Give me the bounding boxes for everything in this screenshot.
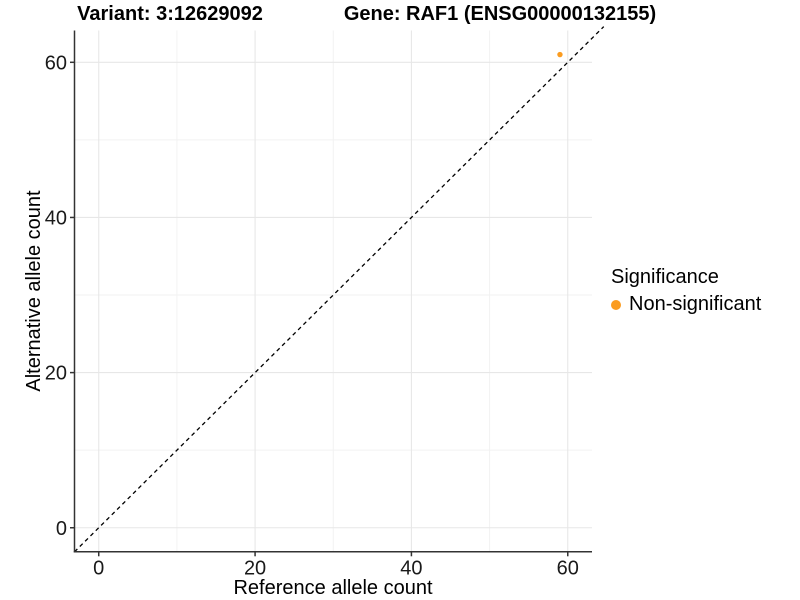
plot-title-gene: Gene: RAF1 (ENSG00000132155) [343, 3, 657, 25]
plot-title-variant: Variant: 3:12629092 [77, 3, 263, 25]
y-tick-label: 40 [45, 207, 67, 229]
identity-dashed-line [74, 26, 605, 553]
y-tick-label: 60 [45, 52, 67, 74]
x-tick-label: 20 [244, 558, 266, 580]
x-tick-label: 0 [93, 558, 104, 580]
y-tick-label: 0 [56, 518, 67, 540]
legend-point-icon [611, 299, 621, 310]
data-point [557, 51, 563, 58]
x-axis-label: Reference allele count [233, 577, 433, 599]
y-axis-label: Alternative allele count [23, 190, 45, 392]
legend-item-label: Non-significant [629, 293, 762, 315]
legend-title: Significance [611, 266, 719, 288]
legend-item: Non-significant [611, 293, 761, 316]
x-tick-label: 40 [400, 558, 422, 580]
x-tick-label: 60 [557, 558, 579, 580]
legend: Significance Non-significant [611, 266, 761, 316]
y-tick-label: 20 [45, 363, 67, 385]
